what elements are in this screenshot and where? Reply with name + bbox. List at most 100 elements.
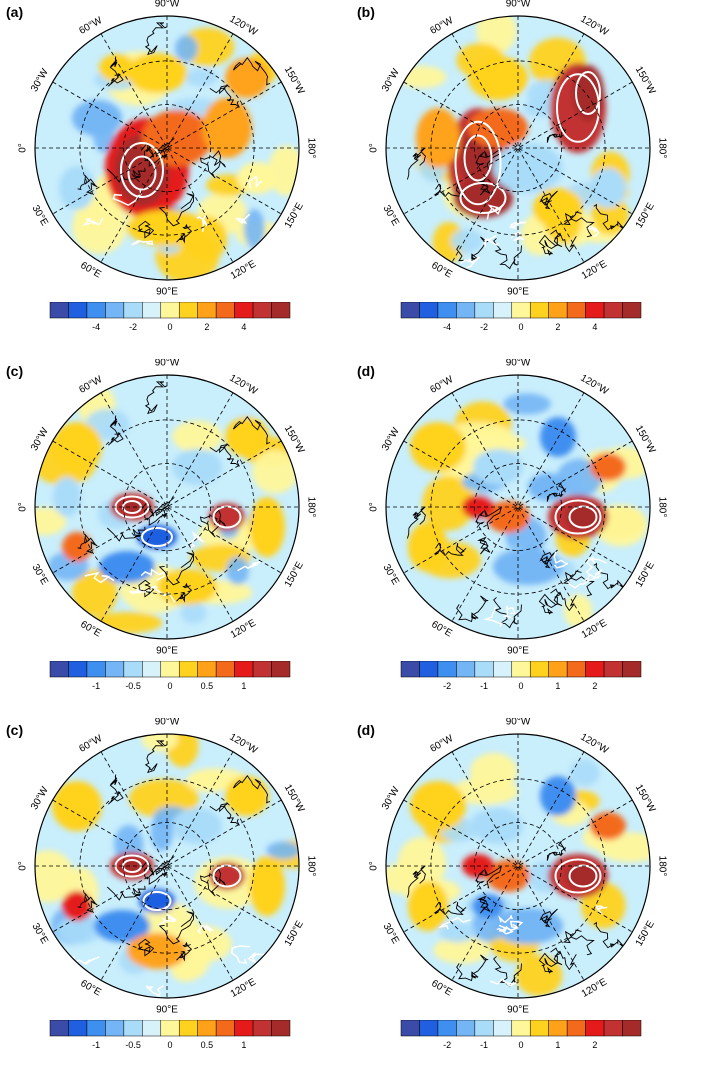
colorbar-swatch: [142, 1020, 162, 1037]
map-panel-1: (a) 90°W 60°W 120°W 30°W 150°W 0° 180° 30°E 150°E…: [0, 0, 351, 359]
map-panel-5: (c) 90°W 60°W 120°W 30°W 150°W 0° 180° 30°E 150°E…: [0, 718, 351, 1077]
anomaly-patch: [597, 832, 650, 863]
map-panel-4: (d) 90°W 60°W 120°W 30°W 150°W 0° 180° 30°E 150°E…: [351, 359, 702, 718]
anomaly-patch: [266, 841, 299, 860]
map-boundary: [385, 733, 651, 999]
colorbar-swatch: [197, 661, 217, 678]
anomaly-field: [386, 734, 650, 998]
anomaly-patch: [438, 922, 476, 943]
colorbar-tick-label: -4: [92, 322, 100, 332]
colorbar-swatch: [68, 661, 88, 678]
anomaly-patch: [172, 808, 222, 844]
anomaly-patch: [422, 475, 475, 531]
colorbar-swatch: [529, 661, 549, 678]
colorbar-swatch: [86, 1020, 106, 1037]
longitude-label: 90°E: [156, 287, 178, 298]
significance-contours: [82, 142, 263, 246]
colorbar-swatch: [548, 1020, 568, 1037]
longitude-label: 30°E: [30, 203, 51, 228]
colorbar-tick-label: -2: [129, 322, 137, 332]
colorbar-swatch: [123, 1020, 143, 1037]
map-panel-6: (d) 90°W 60°W 120°W 30°W 150°W 0° 180° 30°E 150°E…: [351, 718, 702, 1077]
longitude-label: 0°: [369, 861, 380, 871]
polar-map: 90°W60°W 120°W30°W 150°W0° 180°30°E 150°E60°…: [18, 718, 317, 1016]
coastlines: [406, 481, 628, 629]
anomaly-patch: [451, 228, 483, 253]
colorbar-swatch: [419, 661, 439, 678]
colorbar-swatch: [456, 302, 476, 319]
colorbar-tick-label: 0: [518, 681, 523, 691]
anomaly-field: [35, 375, 299, 639]
longitude-label: 90°W: [155, 718, 180, 728]
longitude-label: 0°: [369, 143, 380, 153]
anomaly-patch: [52, 781, 102, 831]
colorbar-tick-label: 2: [592, 681, 597, 691]
anomaly-patch: [180, 601, 207, 624]
colorbar-swatch: [252, 1020, 272, 1037]
longitude-label: 30°E: [30, 921, 51, 946]
longitude-label: 180°: [656, 497, 667, 518]
graticule: [35, 734, 299, 998]
longitude-label: 180°: [656, 138, 667, 159]
colorbar-swatch: [419, 302, 439, 319]
colorbar-swatch: [142, 661, 162, 678]
colorbar-swatch: [160, 661, 180, 678]
colorbar-swatch: [215, 302, 235, 319]
longitude-label: 60°E: [78, 619, 103, 640]
colorbar-swatch: [105, 302, 125, 319]
colorbar-swatch: [49, 1020, 69, 1037]
colorbar-swatch: [622, 1020, 642, 1037]
anomaly-patch: [503, 393, 551, 415]
colorbar-swatch: [474, 302, 494, 319]
anomaly-patch: [416, 108, 460, 168]
colorbar-tick-label: -1: [480, 681, 488, 691]
colorbar-swatch: [123, 302, 143, 319]
colorbar-swatch: [197, 1020, 217, 1037]
significance-contours: [84, 495, 262, 603]
anomaly-patch: [99, 54, 135, 82]
colorbar-tick-label: 0: [518, 1040, 523, 1050]
colorbar-swatch: [603, 1020, 623, 1037]
anomaly-patch: [142, 110, 212, 166]
polar-map: 90°W60°W 120°W30°W 150°W0° 180°30°E 150°E60°…: [369, 718, 668, 1016]
colorbar-swatch: [160, 1020, 180, 1037]
colorbar-swatch: [437, 661, 457, 678]
anomaly-patch: [470, 752, 518, 791]
colorbar-tick-label: -4: [443, 322, 451, 332]
colorbar-swatch: [86, 661, 106, 678]
colorbar-swatch: [419, 1020, 439, 1037]
colorbar-swatch: [585, 1020, 605, 1037]
longitude-label: 30°W: [380, 426, 402, 453]
colorbar-swatch: [400, 302, 420, 319]
longitude-label: 180°: [656, 856, 667, 877]
anomaly-patch: [94, 910, 150, 942]
anomaly-patch: [172, 420, 223, 453]
anomaly-patch: [472, 894, 504, 918]
colorbar-swatch: [529, 302, 549, 319]
colorbar-swatch: [234, 661, 254, 678]
colorbar-tick-label: -2: [480, 322, 488, 332]
colorbar-swatch: [271, 1020, 291, 1037]
colorbar-swatch: [474, 1020, 494, 1037]
longitude-label: 180°: [305, 497, 316, 518]
colorbar-swatch: [271, 661, 291, 678]
colorbar-swatch: [234, 1020, 254, 1037]
colorbar-swatch: [456, 661, 476, 678]
anomaly-patch: [398, 65, 447, 89]
colorbar-swatch: [603, 661, 623, 678]
graticule: [35, 16, 299, 280]
anomaly-field: [386, 16, 650, 280]
panel-label: (a): [6, 4, 24, 20]
colorbar-swatch: [566, 1020, 586, 1037]
longitude-label: 60°E: [78, 978, 103, 999]
colorbar-swatch: [178, 302, 198, 319]
longitude-label: 30°E: [381, 562, 402, 587]
colorbar-swatch: [585, 661, 605, 678]
colorbar-swatch: [178, 661, 198, 678]
panel-label: (b): [357, 4, 375, 20]
colorbar-tick-label: 1: [241, 1040, 246, 1050]
coastlines: [77, 22, 271, 244]
anomaly-patch: [202, 98, 252, 158]
anomaly-patch: [225, 417, 269, 457]
anomaly-patch: [397, 836, 447, 889]
